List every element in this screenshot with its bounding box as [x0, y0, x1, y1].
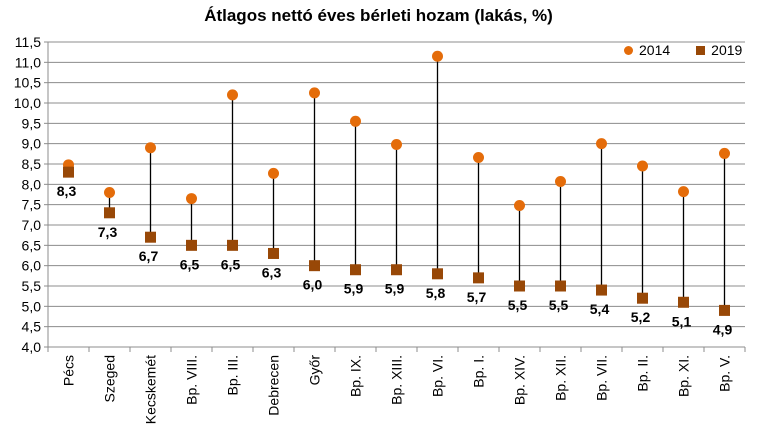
x-category-label: Bp. IX. [348, 355, 364, 397]
marker-2014-circle [227, 89, 238, 101]
legend-2019-marker-icon [696, 45, 706, 55]
marker-2019-square [309, 260, 320, 272]
data-label-2019: 5,2 [631, 309, 651, 325]
x-category-label: Bp. VII. [594, 355, 610, 401]
marker-2019-square [186, 239, 197, 251]
data-label-2019: 5,5 [508, 297, 528, 313]
x-category-label: Bp. VIII. [184, 355, 200, 405]
marker-2019-square [268, 247, 279, 259]
y-tick-label: 11,0 [15, 54, 41, 70]
data-label-2019: 5,1 [672, 313, 692, 329]
y-tick-label: 6,5 [22, 237, 42, 253]
marker-2019-square [678, 296, 689, 308]
x-category-label: Bp. XII. [553, 355, 569, 401]
x-category-label: Győr [307, 355, 323, 386]
marker-2019-square [63, 166, 74, 178]
data-label-2019: 5,9 [344, 281, 364, 297]
y-tick-label: 7,5 [22, 197, 42, 213]
x-category-label: Bp. XIV. [512, 355, 528, 405]
y-tick-label: 5,0 [22, 298, 42, 314]
legend-2014-label: 2014 [639, 42, 671, 58]
data-label-2019: 5,5 [549, 297, 569, 313]
data-label-2019: 5,4 [590, 301, 610, 317]
marker-2014-circle [145, 142, 156, 154]
marker-2014-circle [637, 160, 648, 172]
marker-2019-square [473, 272, 484, 284]
x-category-label: Bp. I. [471, 355, 487, 388]
marker-2019-square [637, 292, 648, 304]
y-tick-label: 8,5 [22, 156, 42, 172]
x-category-label: Bp. XI. [676, 355, 692, 397]
marker-2019-square [104, 207, 115, 219]
chart-title: Átlagos nettó éves bérleti hozam (lakás,… [204, 6, 553, 25]
data-label-2019: 4,9 [713, 321, 733, 337]
y-tick-label: 10,5 [14, 75, 41, 91]
x-category-label: Bp. V. [717, 355, 733, 392]
y-tick-label: 11,5 [15, 34, 41, 50]
x-category-label: Bp. II. [635, 355, 651, 392]
marker-2019-square [350, 264, 361, 276]
marker-2019-square [432, 268, 443, 280]
data-label-2019: 5,7 [467, 289, 487, 305]
marker-2014-circle [473, 151, 484, 163]
y-tick-label: 9,0 [22, 136, 42, 152]
marker-2014-circle [678, 186, 689, 198]
marker-2019-square [719, 304, 730, 316]
marker-2014-circle [514, 199, 525, 211]
x-category-label: Bp. III. [225, 355, 241, 395]
data-label-2019: 5,8 [426, 285, 446, 301]
marker-2019-square [391, 264, 402, 276]
marker-2014-circle [391, 138, 402, 150]
marker-2019-square [596, 284, 607, 296]
x-category-label: Bp. VI. [430, 355, 446, 397]
legend-2014-marker-icon [624, 45, 633, 55]
marker-2014-circle [309, 87, 320, 99]
x-category-label: Bp. XIII. [389, 355, 405, 405]
x-category-label: Kecskemét [143, 355, 159, 424]
data-label-2019: 6,0 [303, 277, 323, 293]
marker-2014-circle [104, 186, 115, 198]
y-tick-label: 10,0 [14, 95, 41, 111]
data-label-2019: 7,3 [98, 224, 118, 240]
data-label-2019: 6,3 [262, 264, 282, 280]
x-category-label: Szeged [102, 355, 118, 402]
y-tick-label: 9,5 [22, 115, 42, 131]
data-label-2019: 5,9 [385, 281, 405, 297]
marker-2014-circle [350, 115, 361, 127]
marker-2014-circle [555, 175, 566, 187]
marker-2014-circle [719, 147, 730, 159]
y-tick-label: 7,0 [22, 217, 42, 233]
y-tick-label: 6,0 [22, 258, 42, 274]
marker-2014-circle [268, 167, 279, 179]
data-label-2019: 6,7 [139, 248, 159, 264]
x-category-label: Debrecen [266, 355, 282, 416]
legend: 2014 2019 [624, 42, 742, 58]
y-tick-label: 4,5 [22, 319, 42, 335]
marker-2019-square [514, 280, 525, 292]
y-tick-label: 4,0 [22, 339, 42, 355]
x-category-label: Pécs [61, 355, 77, 386]
data-label-2019: 6,5 [221, 256, 241, 272]
marker-2014-circle [432, 50, 443, 62]
marker-2014-circle [186, 193, 197, 205]
marker-2019-square [555, 280, 566, 292]
marker-2019-square [145, 231, 156, 243]
marker-2019-square [227, 239, 238, 251]
y-tick-label: 5,5 [22, 278, 42, 294]
legend-2019-label: 2019 [711, 42, 743, 58]
data-label-2019: 8,3 [57, 183, 77, 199]
marker-2014-circle [596, 138, 607, 150]
data-label-2019: 6,5 [180, 256, 200, 272]
y-tick-label: 8,0 [22, 176, 42, 192]
